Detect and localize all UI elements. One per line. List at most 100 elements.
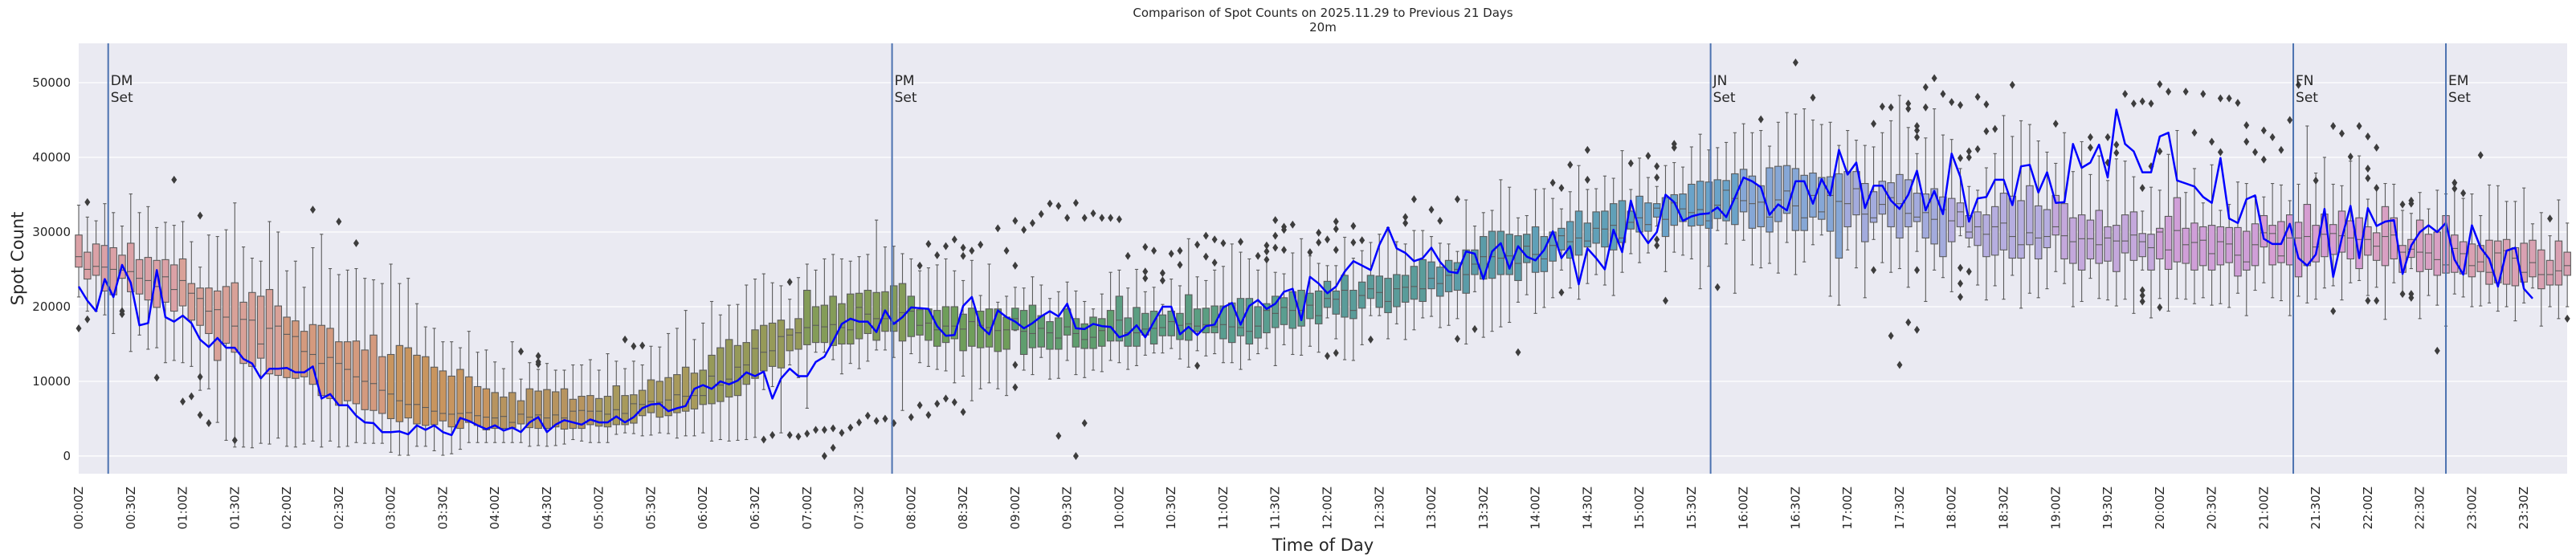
box	[2234, 181, 2242, 294]
outlier-point	[1584, 175, 1590, 184]
box-iqr	[1393, 274, 1401, 308]
marker-label: Set	[895, 90, 917, 106]
x-tick-label: 04:00Z	[488, 487, 502, 530]
box-iqr	[2554, 240, 2563, 286]
box-iqr	[1167, 311, 1175, 336]
box	[1393, 241, 1401, 324]
box-iqr	[2043, 209, 2051, 249]
box-iqr	[863, 289, 872, 335]
x-tick-label: 12:00Z	[1320, 487, 1334, 530]
y-tick-label: 0	[63, 449, 71, 463]
outlier-point	[535, 360, 541, 369]
box	[2381, 182, 2390, 320]
box	[2043, 151, 2051, 290]
x-tick-label: 19:00Z	[2048, 487, 2063, 530]
outlier-point	[2330, 121, 2337, 130]
marker-label: Set	[2296, 90, 2318, 106]
box	[1375, 234, 1384, 316]
box-iqr	[2104, 226, 2112, 262]
outlier-point	[770, 430, 776, 439]
outlier-point	[1038, 210, 1044, 218]
box-iqr	[1974, 211, 1982, 246]
outlier-point	[821, 426, 827, 434]
box-iqr	[1904, 179, 1913, 228]
box-iqr	[872, 291, 880, 341]
x-tick-label: 15:30Z	[1684, 487, 1699, 530]
box-iqr	[1861, 182, 1869, 242]
box	[439, 341, 447, 456]
outlier-point	[1081, 419, 1088, 428]
box-iqr	[1869, 191, 1878, 223]
box-iqr	[1782, 165, 1791, 214]
outlier-point	[2200, 89, 2207, 98]
box	[716, 314, 725, 441]
box	[751, 279, 759, 438]
box	[422, 326, 430, 447]
outlier-point	[2139, 291, 2145, 300]
box-iqr	[2260, 214, 2268, 248]
outlier-point	[1202, 252, 1209, 261]
box-iqr	[1696, 181, 1704, 226]
outlier-point	[1264, 241, 1270, 250]
box-iqr	[1019, 310, 1028, 356]
box	[1219, 266, 1227, 364]
outlier-point	[786, 278, 793, 287]
box	[863, 254, 872, 362]
box-iqr	[586, 395, 594, 426]
box	[1280, 273, 1288, 345]
box-iqr	[378, 356, 386, 414]
outlier-point	[1350, 238, 1357, 247]
x-tick-label: 20:00Z	[2153, 487, 2167, 530]
box-iqr	[2415, 219, 2424, 272]
box-iqr	[664, 377, 672, 417]
outlier-point	[1142, 267, 1149, 276]
outlier-point	[1879, 102, 1885, 111]
box	[1505, 186, 1513, 324]
outlier-point	[1584, 145, 1590, 154]
box-iqr	[2364, 226, 2372, 256]
box	[551, 369, 560, 446]
outlier-point	[882, 414, 888, 423]
box	[1757, 129, 1765, 269]
outlier-point	[2243, 137, 2250, 146]
box	[578, 364, 586, 442]
y-axis-label: Spot Count	[8, 212, 27, 306]
outlier-point	[2217, 94, 2223, 103]
box	[2113, 158, 2121, 307]
box	[803, 263, 811, 409]
box-iqr	[1427, 261, 1435, 290]
outlier-point	[1454, 334, 1460, 343]
box	[1436, 242, 1444, 328]
outlier-point	[1255, 251, 1261, 260]
outlier-point	[804, 430, 810, 438]
box	[1696, 133, 1704, 290]
x-tick-label: 15:00Z	[1632, 487, 1647, 530]
box	[2086, 173, 2095, 279]
outlier-point	[1264, 247, 1270, 256]
box	[2034, 140, 2043, 299]
box	[1514, 217, 1522, 303]
box-iqr	[968, 308, 976, 347]
box	[1314, 263, 1323, 353]
outlier-point	[1029, 218, 1035, 227]
outlier-point	[1940, 89, 1946, 98]
box-iqr	[907, 295, 916, 337]
box	[1419, 230, 1427, 319]
box-iqr	[1141, 312, 1149, 336]
outlier-point	[2139, 184, 2145, 193]
box-iqr	[777, 320, 786, 369]
outlier-point	[518, 347, 525, 356]
today-line	[77, 108, 2533, 437]
x-tick-label: 14:00Z	[1529, 487, 1543, 530]
outlier-point	[2374, 184, 2380, 193]
box-iqr	[2182, 227, 2190, 264]
box	[630, 360, 638, 434]
outlier-point	[1871, 120, 1877, 128]
outlier-point	[2226, 94, 2232, 103]
box-iqr	[2138, 233, 2146, 258]
x-tick-label: 11:00Z	[1216, 487, 1231, 530]
box	[2520, 187, 2528, 303]
outlier-point	[2399, 290, 2406, 299]
box	[872, 219, 880, 351]
box-iqr	[1713, 179, 1722, 219]
